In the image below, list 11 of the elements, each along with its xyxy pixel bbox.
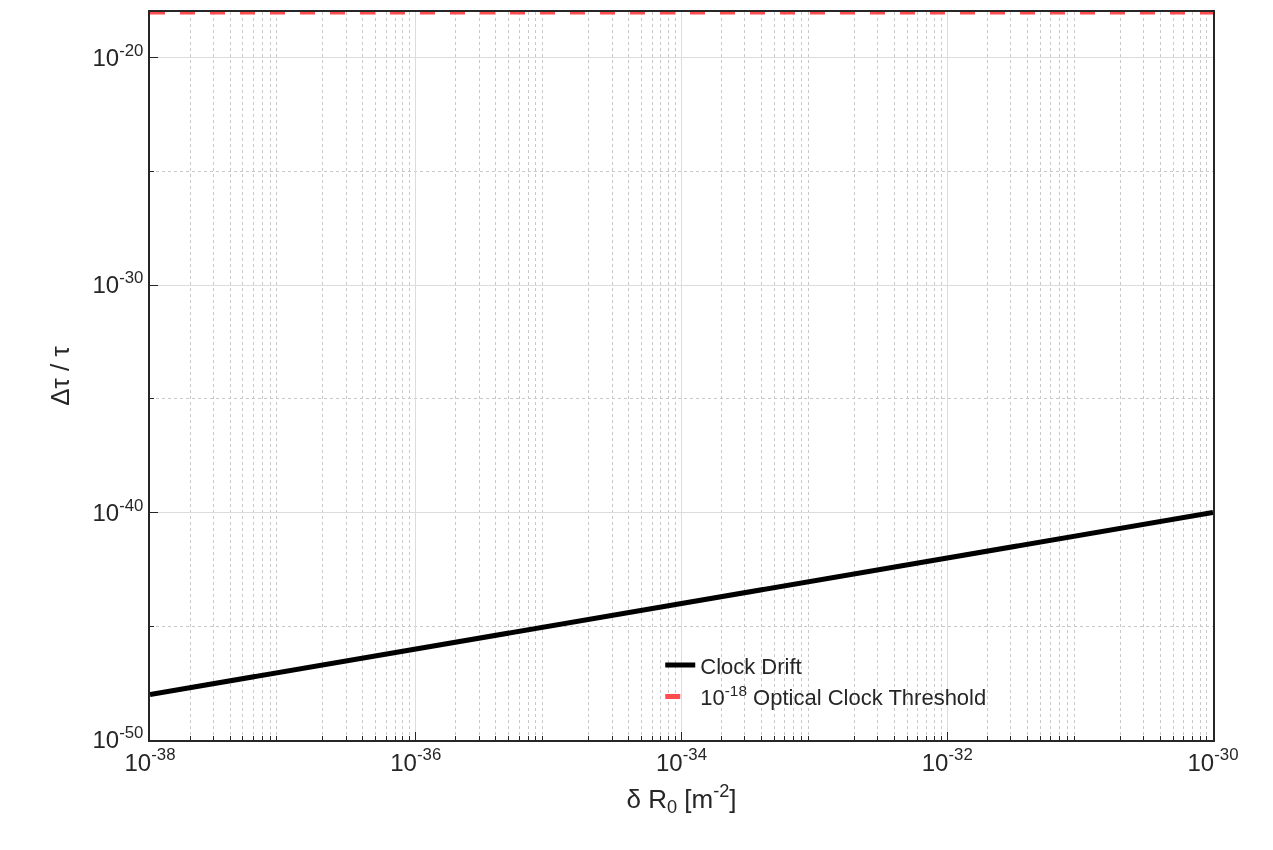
y-tick-label: 10$^{-20}$ xyxy=(92,40,144,71)
x-axis-title: δ R$_{0}$ [m$^{-2}$] xyxy=(626,780,737,818)
x-tick-label: 10$^{-36}$ xyxy=(390,745,442,776)
y-tick-label: 10$^{-40}$ xyxy=(92,495,144,526)
x-tick-label: 10$^{-32}$ xyxy=(921,745,973,776)
x-tick-label: 10$^{-34}$ xyxy=(656,745,707,776)
y-axis-title: Δτ / τ xyxy=(45,345,76,406)
y-tick-label: 10$^{-30}$ xyxy=(92,268,144,299)
legend-label: Clock Drift xyxy=(700,653,802,679)
legend-label: 10$^{-18}$ Optical Clock Threshold xyxy=(700,681,987,711)
x-tick-label: 10$^{-30}$ xyxy=(1187,745,1239,776)
